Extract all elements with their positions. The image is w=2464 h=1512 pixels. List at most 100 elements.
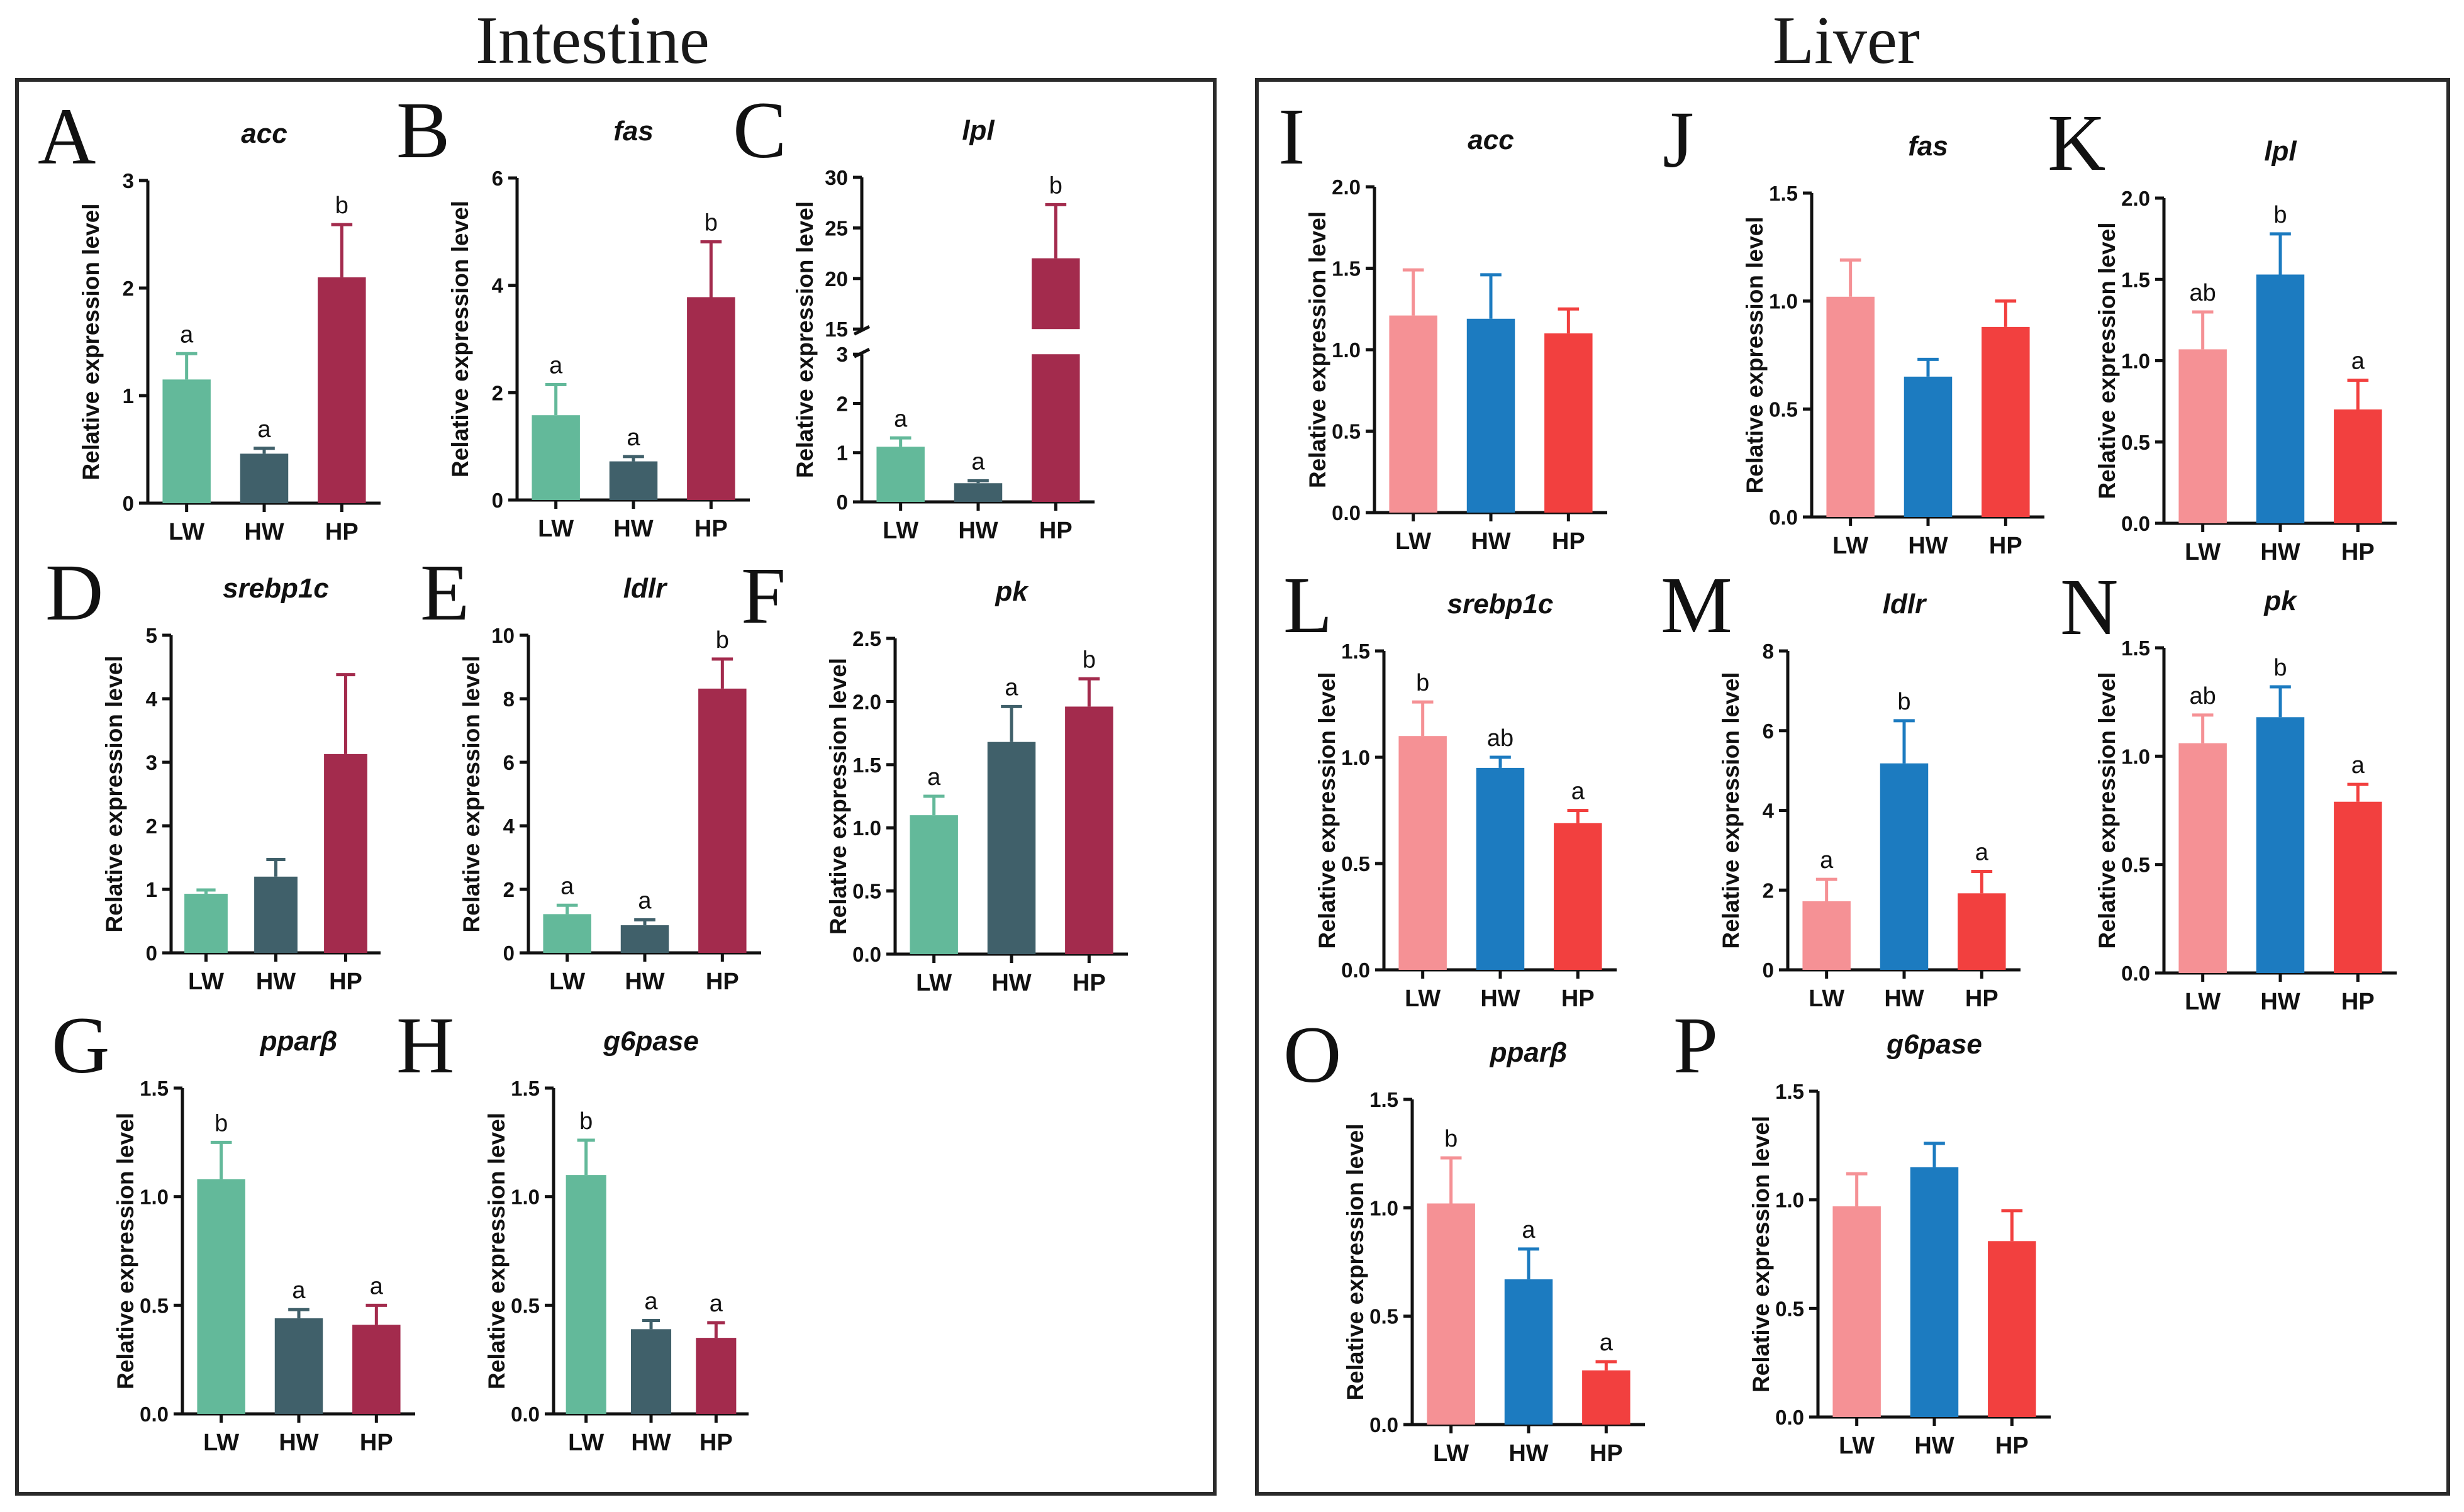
x-category-label: HP [2341, 989, 2375, 1015]
bar-hp [696, 1338, 737, 1414]
section-title-intestine: Intestine [476, 3, 710, 78]
bar-hp [1982, 326, 2030, 517]
significance-letter: b [579, 1108, 593, 1135]
x-category-label: LW [568, 1430, 604, 1456]
x-category-label: LW [1395, 528, 1431, 555]
y-tick-label: 5 [146, 624, 157, 647]
y-tick-label: 1.5 [1369, 1088, 1398, 1111]
x-category-label: LW [188, 969, 224, 995]
x-category-label: HW [1480, 986, 1520, 1012]
bar-lw [876, 447, 925, 502]
bar-lw [1832, 1206, 1881, 1417]
bar-lw [532, 415, 580, 500]
y-tick-label: 3 [123, 169, 134, 192]
y-tick-label: 0 [123, 492, 134, 515]
bar-lw [1826, 296, 1875, 517]
bar-hp [2334, 409, 2382, 523]
significance-letter: b [716, 627, 729, 653]
x-category-label: LW [1405, 986, 1441, 1012]
x-category-label: LW [549, 969, 585, 995]
x-category-label: HP [1989, 533, 2022, 559]
y-tick-label: 0 [492, 489, 503, 512]
section-title-liver: Liver [1773, 3, 1920, 78]
bar-lw [910, 815, 958, 954]
bar-lw [1427, 1203, 1475, 1425]
x-category-label: HW [1471, 528, 1510, 555]
y-tick-label: 6 [492, 167, 503, 190]
significance-letter: b [1416, 670, 1429, 696]
significance-letter: b [705, 210, 718, 236]
y-tick-label: 1.0 [1775, 1189, 1804, 1212]
panel-letter: I [1278, 92, 1305, 181]
y-tick-label: 1.0 [1341, 746, 1370, 769]
x-category-label: HP [700, 1430, 733, 1456]
bar-hw [1504, 1279, 1553, 1425]
significance-letter: ab [2190, 683, 2216, 709]
significance-letter: a [292, 1277, 306, 1304]
gene-title: g6pase [1886, 1029, 1982, 1060]
significance-letter: a [370, 1273, 384, 1299]
y-tick-label: 0 [503, 942, 515, 965]
bar-hp-lower [1032, 354, 1080, 502]
bar-hp [324, 753, 367, 953]
y-tick-label: 1.5 [2121, 268, 2150, 291]
bar-hw [2256, 717, 2305, 973]
liver-frame [1255, 78, 2450, 1496]
significance-letter: a [1005, 674, 1018, 701]
y-tick-label: 1.0 [140, 1186, 169, 1209]
y-tick-label: 2 [492, 381, 503, 404]
y-axis-label: Relative expression level [792, 201, 818, 478]
panel-letter: J [1663, 95, 1694, 184]
bar-lw [184, 894, 228, 953]
bar-hp [687, 297, 735, 500]
bar-hw [630, 1329, 672, 1414]
significance-letter: a [1522, 1217, 1536, 1243]
panel-b: 0 2 4 6 Relative expression level fas B LW a HW a H… [396, 86, 750, 542]
y-tick-label: 2 [837, 392, 848, 415]
significance-letter: b [335, 192, 348, 219]
panel-letter: O [1283, 1010, 1341, 1099]
y-tick-label: 2.0 [852, 690, 881, 713]
y-tick-label: 4 [503, 814, 515, 838]
panel-m: 0 2 4 6 8 Relative expression level ldlr M LW a HW… [1661, 560, 2021, 1012]
bar-lw [1398, 736, 1447, 970]
panel-letter: M [1661, 560, 1732, 650]
bar-hw [240, 453, 289, 503]
significance-letter: b [1083, 647, 1096, 673]
bar-hw [254, 876, 298, 953]
x-category-label: LW [916, 970, 952, 996]
y-tick-label: 0.5 [1332, 420, 1361, 443]
gene-title: ldlr [1883, 589, 1927, 620]
gene-title: g6pase [603, 1026, 699, 1057]
y-tick-label: 2 [123, 277, 134, 300]
bar-hp [1582, 1370, 1631, 1425]
y-tick-label: 1.0 [2121, 745, 2150, 768]
panel-letter: B [396, 86, 450, 175]
gene-title: fas [613, 116, 654, 147]
y-tick-label: 10 [491, 624, 515, 647]
x-category-label: HW [2260, 989, 2300, 1015]
significance-letter: a [549, 353, 563, 379]
y-tick-label: 0.5 [1769, 397, 1798, 421]
panel-letter: L [1283, 560, 1332, 650]
y-tick-label: 0.5 [140, 1294, 169, 1317]
x-category-label: HP [694, 516, 728, 542]
y-tick-label: 0.0 [1769, 506, 1798, 529]
bar-hw [1910, 1167, 1959, 1417]
x-category-label: HP [1552, 528, 1585, 555]
significance-letter: a [1571, 779, 1585, 805]
y-tick-label: 0.5 [1775, 1297, 1804, 1320]
y-tick-label: 0.0 [1775, 1406, 1804, 1429]
y-tick-label: 1 [146, 878, 157, 901]
y-tick-label: 0.0 [140, 1403, 169, 1426]
significance-letter: a [627, 425, 640, 451]
significance-letter: a [560, 873, 574, 899]
x-category-label: HW [625, 969, 664, 995]
panel-letter: A [38, 92, 96, 181]
gene-title: acc [1468, 125, 1514, 155]
bar-lw [2178, 743, 2227, 973]
bar-hw [954, 483, 1003, 502]
x-category-label: LW [169, 519, 204, 545]
bar-lw [566, 1175, 606, 1414]
